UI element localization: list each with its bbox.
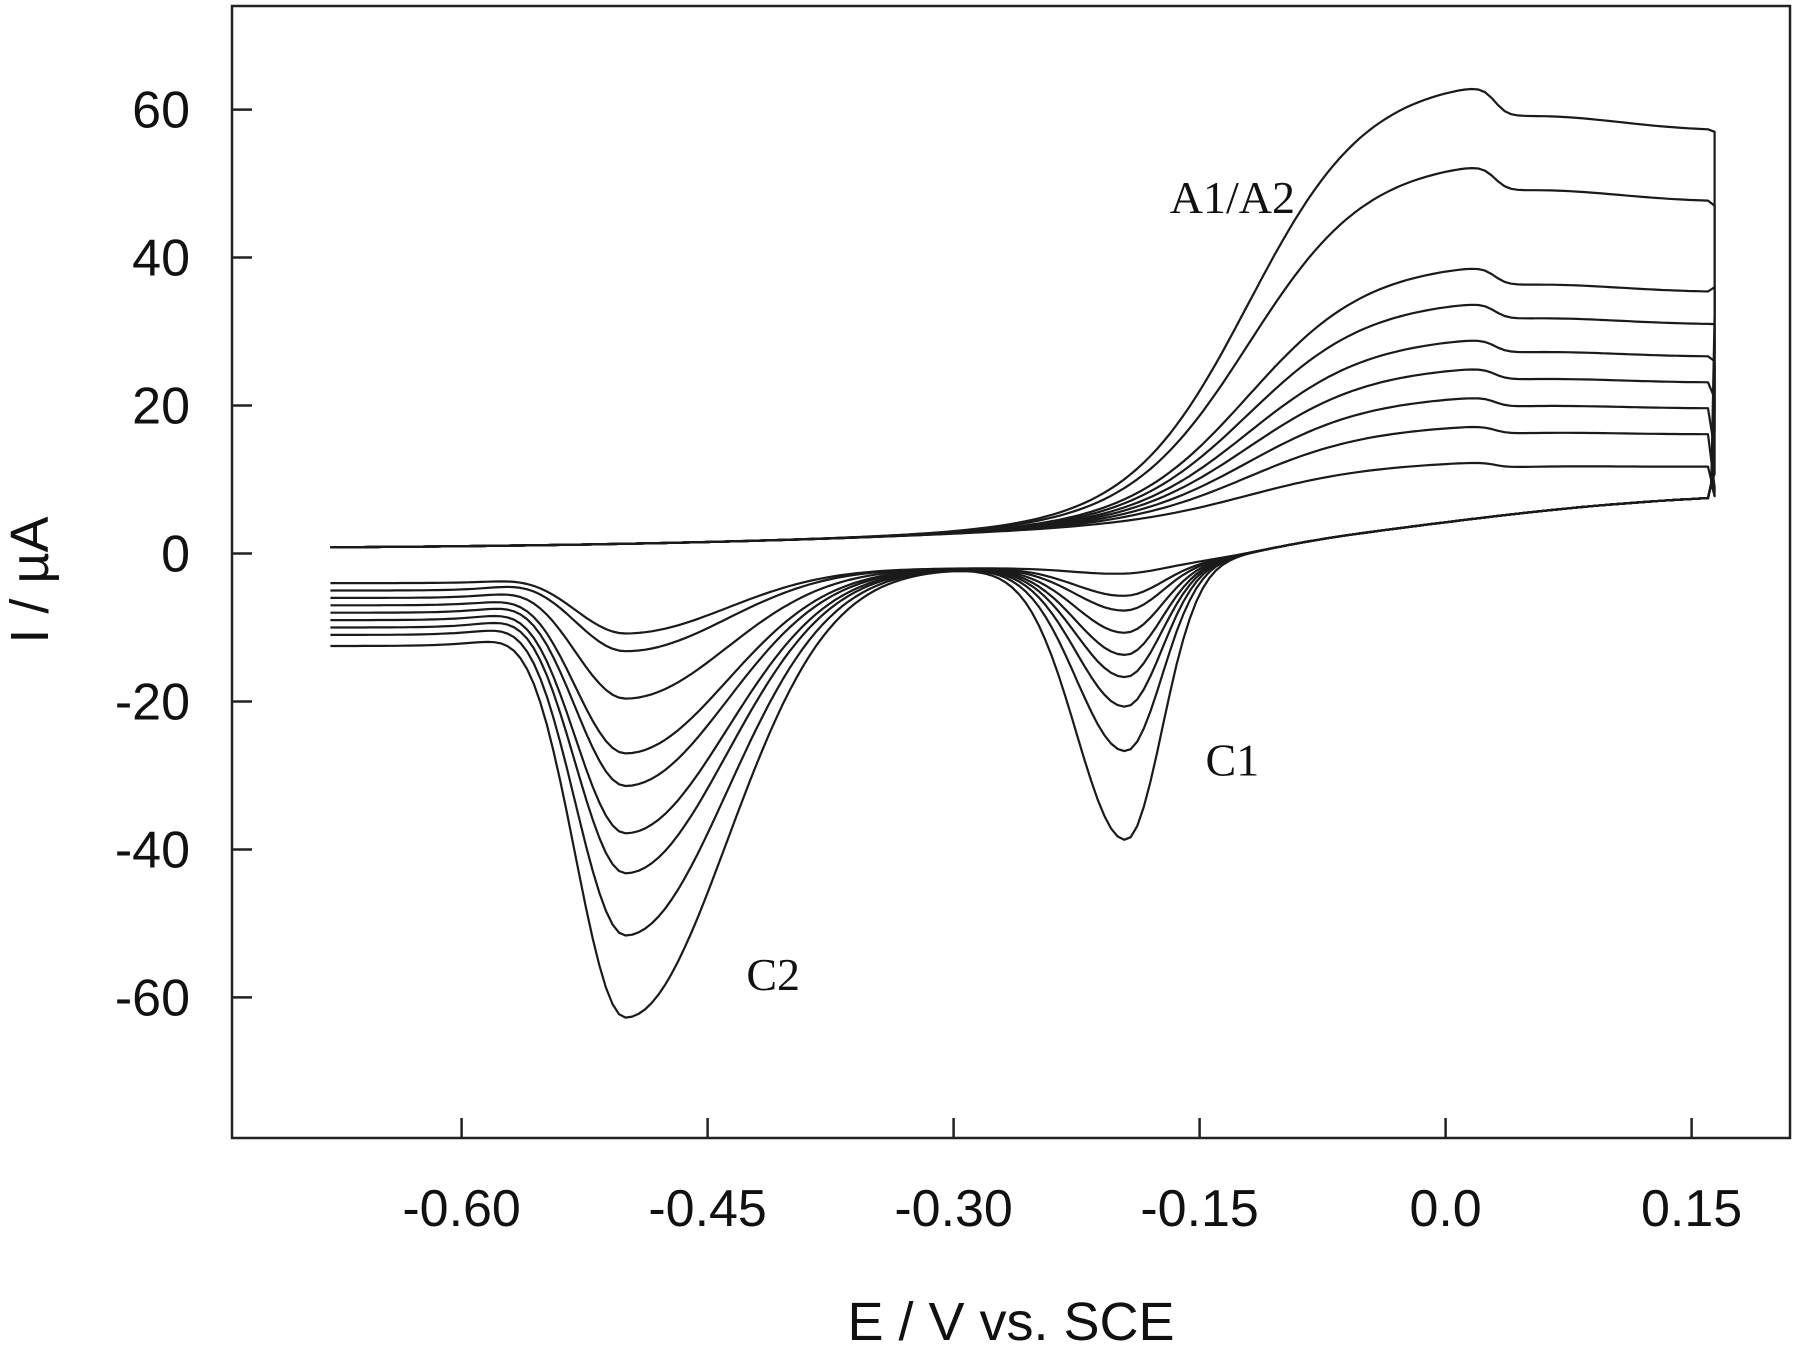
x-tick-label: -0.15	[1140, 1180, 1259, 1238]
x-axis-title: E / V vs. SCE	[847, 1292, 1174, 1352]
x-tick-label: -0.30	[894, 1180, 1013, 1238]
x-tick-label: -0.45	[648, 1180, 767, 1238]
cv-cycle-curve	[330, 339, 1716, 788]
cv-cycle-curve	[330, 425, 1716, 653]
y-axis-ticks: -60 -40 -20 0 20 40 60	[115, 82, 252, 1027]
peak-label: C2	[746, 949, 800, 1000]
x-axis-ticks: -0.60 -0.45 -0.30 -0.15 0.0 0.15	[402, 1118, 1742, 1238]
x-tick-label: 0.15	[1641, 1180, 1742, 1238]
y-tick-label: 20	[132, 378, 190, 436]
y-axis-title: I / µA	[0, 516, 60, 643]
voltammogram-curves	[330, 87, 1716, 1019]
peak-annotations: A1/A2 C1 C2	[746, 172, 1295, 1000]
y-tick-label: 0	[161, 526, 190, 584]
cv-cycle-curve	[330, 397, 1716, 700]
cv-cycle-curve	[330, 87, 1716, 1019]
peak-label: C1	[1206, 734, 1260, 785]
y-tick-label: -40	[115, 821, 190, 879]
y-tick-label: 60	[132, 82, 190, 140]
plot-frame	[230, 4, 1792, 1140]
peak-label: A1/A2	[1170, 172, 1295, 223]
x-tick-label: 0.0	[1409, 1180, 1481, 1238]
y-tick-label: -20	[115, 673, 190, 731]
y-tick-label: 40	[132, 230, 190, 288]
x-tick-label: -0.60	[402, 1180, 521, 1238]
y-tick-label: -60	[115, 969, 190, 1027]
